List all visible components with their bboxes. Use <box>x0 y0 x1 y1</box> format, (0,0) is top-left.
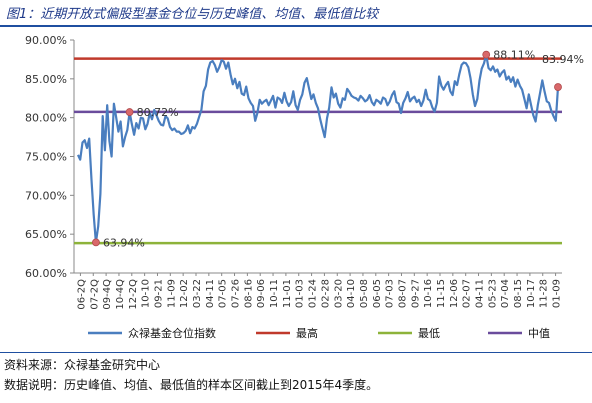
x-tick-label: 11-28 <box>539 279 550 308</box>
x-tick-label: 06-2Q <box>76 279 87 310</box>
x-tick-label: 06-05 <box>372 279 383 308</box>
source-note: 资料来源：众禄基金研究中心 <box>4 358 161 372</box>
x-tick-label: 10-17 <box>526 279 537 308</box>
legend-label: 众禄基金仓位指数 <box>128 326 216 340</box>
x-tick-label: 11-09 <box>166 279 177 308</box>
x-tick-label: 03-20 <box>333 279 344 308</box>
y-tick-label: 60.00% <box>25 267 67 280</box>
x-tick-label: 03-22 <box>192 279 203 308</box>
x-tick-label: 10-4Q <box>115 279 126 310</box>
x-tick-label: 01-24 <box>308 279 319 308</box>
y-tick-label: 85.00% <box>25 73 67 86</box>
data-point-marker <box>125 108 134 116</box>
x-tick-label: 07-03 <box>385 279 396 308</box>
y-tick-label: 90.00% <box>25 34 67 47</box>
y-tick-label: 65.00% <box>25 228 67 241</box>
x-tick-label: 05-23 <box>487 279 498 308</box>
data-label: 80.72% <box>137 106 179 119</box>
series-line-fund-position <box>77 53 560 244</box>
x-tick-label: 04-11 <box>475 279 486 308</box>
footer-divider <box>0 352 592 353</box>
x-tick-label: 12-02 <box>179 279 190 308</box>
x-tick-label: 11-15 <box>436 279 447 308</box>
x-tick-label: 09-21 <box>153 279 164 308</box>
chart: 60.00% 65.00% 70.00% 75.00% 80.00% 85.00% 90.0… <box>25 34 584 340</box>
x-tick-label: 11-01 <box>282 279 293 308</box>
data-point-marker <box>554 83 562 91</box>
y-tick-label: 80.00% <box>25 112 67 125</box>
y-tick-label: 75.00% <box>25 151 67 164</box>
data-label: 63.94% <box>103 236 145 249</box>
x-tick-label: 09-4Q <box>102 279 113 310</box>
figure-title: 图1：近期开放式偏股型基金仓位与历史峰值、均值、最低值比较 <box>6 7 379 22</box>
x-tick-label: 01-09 <box>552 279 563 308</box>
x-tick-label: 07-26 <box>231 279 242 308</box>
x-tick-label: 10-10 <box>141 279 152 308</box>
legend-label: 中值 <box>528 327 550 340</box>
x-tick-label: 12-2Q <box>128 279 139 310</box>
x-tick-label: 07-05 <box>218 279 229 308</box>
x-tick-label: 12-06 <box>449 279 460 308</box>
x-tick-label: 07-04 <box>500 279 511 308</box>
y-tick-label: 70.00% <box>25 189 67 202</box>
x-tick-label: 10-11 <box>269 279 280 308</box>
x-tick-label: 02-28 <box>320 279 331 308</box>
x-tick-label: 02-07 <box>462 279 473 308</box>
data-label: 83.94% <box>542 53 584 66</box>
x-tick-label: 04-10 <box>346 279 357 308</box>
x-tick-label: 08-16 <box>243 279 254 308</box>
legend-label: 最低 <box>418 327 440 340</box>
data-point-marker <box>92 238 100 247</box>
x-tick-label: 04-11 <box>205 279 216 308</box>
x-tick-label: 05-08 <box>359 279 370 308</box>
x-tick-label: 09-27 <box>410 279 421 308</box>
legend-label: 最高 <box>296 326 318 340</box>
x-tick-label: 01-03 <box>295 279 306 308</box>
data-label: 88.11% <box>493 49 535 62</box>
x-tick-label: 07-2Q <box>89 279 100 310</box>
title-divider <box>0 25 592 27</box>
x-tick-label: 08-15 <box>513 279 524 308</box>
x-tick-label: 09-06 <box>256 279 267 308</box>
data-note: 数据说明：历史峰值、均值、最低值的样本区间截止到2015年4季度。 <box>4 378 379 392</box>
x-tick-label: 10-16 <box>423 279 434 308</box>
x-tick-label: 08-07 <box>397 279 408 308</box>
data-point-marker <box>482 50 491 59</box>
